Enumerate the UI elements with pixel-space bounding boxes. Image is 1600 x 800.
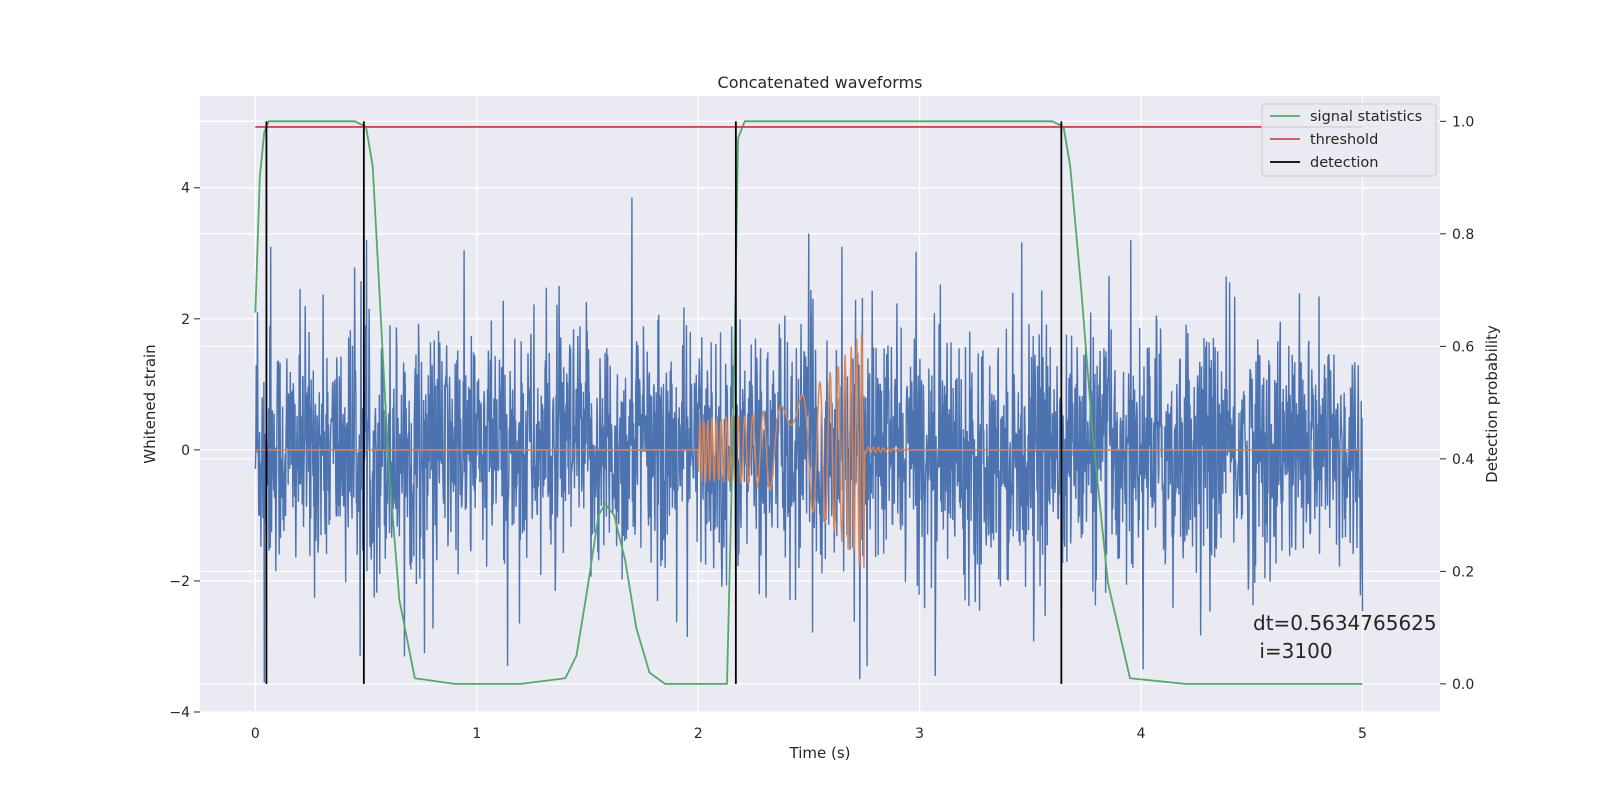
series-waveform-chirp-line: [255, 333, 1363, 568]
annotation-line-2: i=3100: [1253, 639, 1333, 663]
x-tick-label: 0: [251, 726, 260, 742]
x-tick-label: 4: [1137, 726, 1146, 742]
y-tick-label-right: 0.8: [1452, 227, 1474, 243]
legend-label-threshold: threshold: [1310, 132, 1378, 148]
y-tick-label-right: 0.0: [1452, 677, 1474, 693]
legend-label-detection: detection: [1310, 155, 1378, 171]
y-tick-label-left: 0: [181, 443, 190, 459]
ticks: 0 1 2 3 4 5 −4 −2 0 2 4 0.0 0.2 0.4 0.6 0.8 1.0: [169, 114, 1474, 742]
y-tick-label-right: 0.6: [1452, 339, 1474, 355]
x-tick-label: 5: [1358, 726, 1367, 742]
y-tick-label-left: 2: [181, 312, 190, 328]
y-tick-label-left: −2: [169, 574, 190, 590]
y-tick-label-right: 0.4: [1452, 452, 1474, 468]
legend-label-signal-statistics: signal statistics: [1310, 109, 1422, 125]
y-axis-label-left: Whitened strain: [141, 344, 159, 463]
x-tick-label: 1: [472, 726, 481, 742]
y-axis-label-right: Detection probability: [1483, 325, 1501, 483]
annotation-line-1: dt=0.5634765625: [1253, 611, 1437, 635]
y-tick-label-left: −4: [169, 705, 190, 721]
legend: signal statistics threshold detection: [1261, 103, 1437, 177]
y-tick-label-left: 4: [181, 181, 190, 197]
legend-box: [1261, 103, 1437, 177]
x-tick-label: 3: [915, 726, 924, 742]
x-tick-label: 2: [694, 726, 703, 742]
chart-title: Concatenated waveforms: [718, 73, 923, 92]
plot-background: [200, 96, 1440, 712]
series-whitened-strain-line: [254, 197, 1364, 683]
plot-area: [254, 120, 1364, 685]
y-tick-label-right: 1.0: [1452, 114, 1474, 130]
series-signal-statistics-line: [254, 120, 1363, 685]
y-tick-label-right: 0.2: [1452, 564, 1474, 580]
x-axis-label: Time (s): [789, 744, 851, 762]
annotation: dt=0.5634765625 i=3100: [1253, 611, 1437, 663]
